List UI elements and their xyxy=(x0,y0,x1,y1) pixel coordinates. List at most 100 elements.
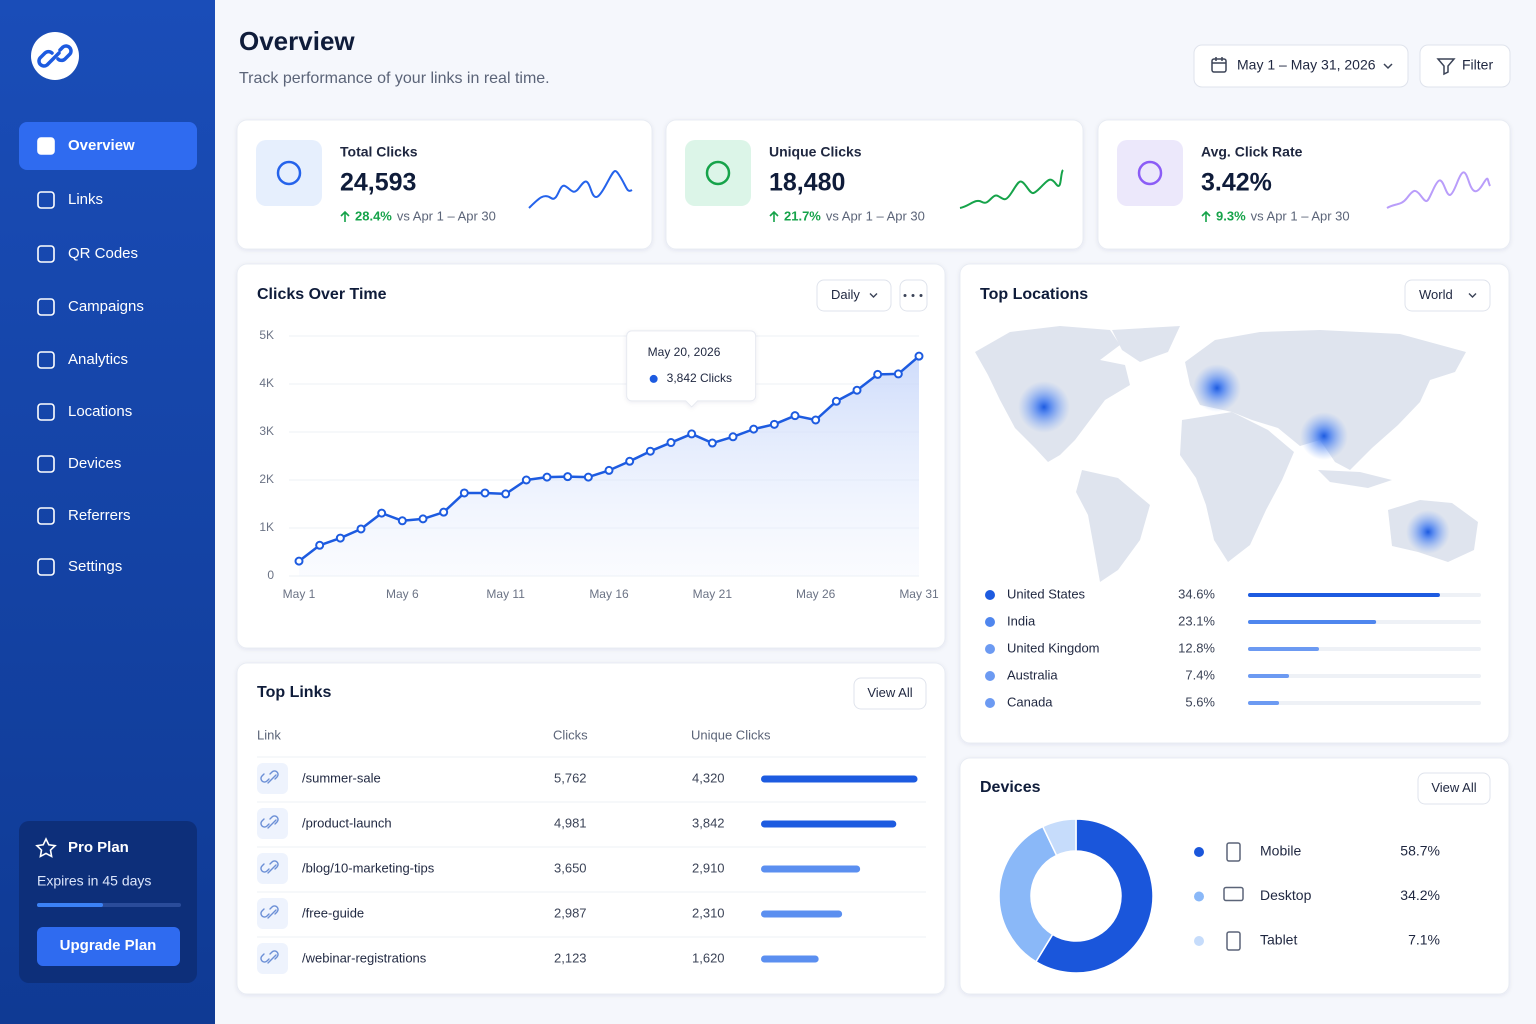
point xyxy=(315,540,325,550)
device-name: Mobile xyxy=(1260,843,1301,859)
link-name: /summer-sale xyxy=(302,770,381,785)
link-unique: 1,620 xyxy=(692,950,725,965)
x-tick-label: May 16 xyxy=(589,587,629,601)
column-header: Unique Clicks xyxy=(691,727,771,742)
column-header: Link xyxy=(257,727,281,742)
point xyxy=(501,489,511,499)
nav-item: Overview xyxy=(68,137,135,154)
nav-item: Links xyxy=(68,191,103,208)
sparkline xyxy=(528,170,633,209)
bar xyxy=(761,865,861,873)
point xyxy=(294,556,304,566)
card-label: Total Clicks xyxy=(340,144,418,160)
x-tick-label: May 21 xyxy=(693,587,733,601)
map-hotspot xyxy=(1406,510,1450,554)
nav-item: Referrers xyxy=(68,507,131,524)
bar-track xyxy=(1248,674,1481,678)
nav-item: QR Codes xyxy=(68,245,138,262)
menu-dot xyxy=(919,294,923,297)
panel xyxy=(665,119,1084,250)
bar xyxy=(1248,593,1440,597)
card-compare: vs Apr 1 – Apr 30 xyxy=(397,208,496,223)
x-tick-label: May 6 xyxy=(386,587,419,601)
bar xyxy=(761,775,918,783)
point xyxy=(521,475,531,485)
card-compare: vs Apr 1 – Apr 30 xyxy=(826,208,925,223)
card-label: Avg. Click Rate xyxy=(1201,144,1303,160)
link-unique: 3,842 xyxy=(692,815,725,830)
point xyxy=(893,369,903,379)
legend-dot xyxy=(985,671,995,681)
logo-icon xyxy=(37,44,73,68)
nav-active xyxy=(19,122,197,170)
bar xyxy=(1248,647,1320,651)
nav-hit[interactable] xyxy=(19,176,197,224)
panel-title: Top Locations xyxy=(980,286,1088,303)
filter-label: Filter xyxy=(1462,57,1493,73)
bar xyxy=(761,955,819,963)
legend-dot xyxy=(985,644,995,654)
tooltip-dot xyxy=(649,374,658,383)
legend-dot xyxy=(985,590,995,600)
device-icon xyxy=(1226,842,1241,862)
point xyxy=(831,396,841,406)
button-label: World xyxy=(1419,287,1453,302)
chevron xyxy=(869,293,878,298)
x-tick-label: May 26 xyxy=(796,587,836,601)
legend-dot xyxy=(985,617,995,627)
device-icon xyxy=(1226,931,1241,951)
location-value: 12.8% xyxy=(1178,640,1215,655)
link-unique: 2,910 xyxy=(692,860,725,875)
location-value: 34.6% xyxy=(1178,586,1215,601)
link-glyph xyxy=(260,950,279,964)
bar xyxy=(761,910,843,918)
nav-icon xyxy=(37,298,55,316)
menu-dot xyxy=(911,294,915,297)
up-arrow xyxy=(340,210,350,222)
card-icon xyxy=(685,140,751,206)
plan-title: Pro Plan xyxy=(68,839,129,856)
card-compare: vs Apr 1 – Apr 30 xyxy=(1251,208,1350,223)
link-unique: 4,320 xyxy=(692,770,725,785)
point xyxy=(604,465,614,475)
point xyxy=(645,446,655,456)
x-tick-label: May 1 xyxy=(283,587,316,601)
card-change: 28.4% xyxy=(355,208,392,223)
point xyxy=(769,419,779,429)
donut-slice xyxy=(998,825,1058,963)
star-icon xyxy=(35,837,57,858)
button[interactable] xyxy=(1404,279,1491,312)
point xyxy=(377,508,387,518)
device-value: 34.2% xyxy=(1400,887,1440,903)
link-clicks: 2,987 xyxy=(554,905,587,920)
point xyxy=(418,514,428,524)
panel xyxy=(236,119,653,250)
point xyxy=(873,369,883,379)
tooltip xyxy=(626,330,757,408)
card-change: 9.3% xyxy=(1216,208,1246,223)
nav-icon xyxy=(37,351,55,369)
chevron xyxy=(1383,63,1393,70)
link-unique: 2,310 xyxy=(692,905,725,920)
link-glyph xyxy=(260,815,279,829)
tooltip-value: 3,842 Clicks xyxy=(667,371,732,385)
link-name: /product-launch xyxy=(302,815,392,830)
donut-slice xyxy=(1034,818,1154,974)
location-value: 23.1% xyxy=(1178,613,1215,628)
upgrade-button[interactable] xyxy=(37,927,180,966)
up-arrow xyxy=(1201,210,1211,222)
link-clicks: 3,650 xyxy=(554,860,587,875)
point xyxy=(625,456,635,466)
point xyxy=(356,524,366,534)
button[interactable] xyxy=(853,677,927,710)
button-label: Daily xyxy=(831,287,860,302)
button[interactable] xyxy=(816,279,892,312)
bar xyxy=(1248,620,1377,624)
button[interactable] xyxy=(1417,772,1491,805)
date-range-button[interactable] xyxy=(1193,44,1409,88)
button-label: View All xyxy=(867,685,912,700)
point xyxy=(542,472,552,482)
card-icon xyxy=(1117,140,1183,206)
filter-button[interactable] xyxy=(1419,44,1511,88)
